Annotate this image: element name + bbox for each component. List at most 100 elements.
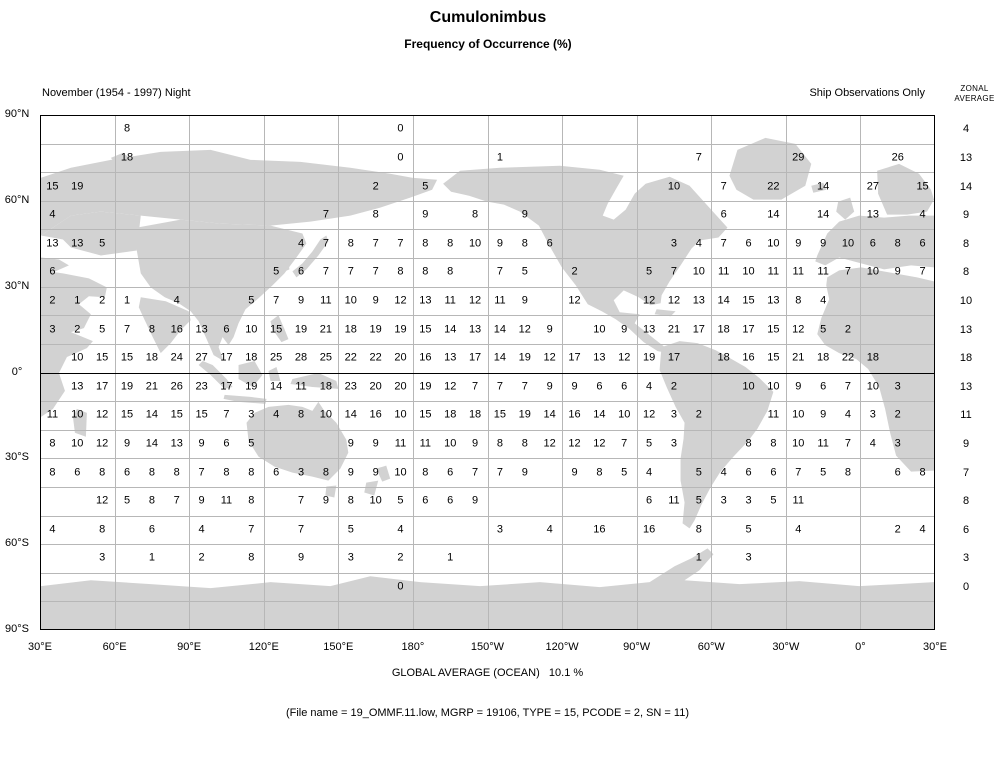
grid-cell-value: 7 [322,237,329,250]
grid-cell-value: 7 [223,408,230,421]
land-polygon [246,401,349,481]
grid-cell-value: 14 [767,208,780,221]
land-polygon [376,465,391,482]
grid-cell-value: 3 [745,494,752,507]
grid-cell-value: 8 [447,265,454,278]
grid-cell-value: 7 [621,437,628,450]
grid-cell-value: 6 [546,237,553,250]
grid-cell-value: 10 [71,351,84,364]
grid-cell-value: 8 [472,208,479,221]
grid-line-vertical [189,116,190,629]
grid-cell-value: 15 [916,180,929,193]
grid-cell-value: 9 [372,437,379,450]
grid-cell-value: 4 [820,294,827,307]
grid-cell-value: 7 [372,237,379,250]
grid-cell-value: 20 [369,380,382,393]
grid-cell-value: 11 [817,437,829,450]
zonal-average-value: 8 [962,495,970,508]
grid-cell-value: 8 [123,122,131,135]
grid-cell-value: 13 [767,294,780,307]
grid-cell-value: 5 [99,323,106,336]
grid-cell-value: 12 [518,323,531,336]
grid-cell-value: 12 [96,437,109,450]
grid-line-horizontal [41,229,934,230]
longitude-label: 90°W [623,641,651,653]
grid-cell-value: 11 [46,408,59,421]
grid-cell-value: 22 [344,351,357,364]
grid-line-vertical [637,116,638,629]
grid-cell-value: 10 [71,408,84,421]
grid-cell-value: 8 [148,466,155,479]
grid-cell-value: 2 [198,551,205,564]
grid-cell-value: 6 [273,466,280,479]
grid-cell-value: 9 [571,380,578,393]
grid-cell-value: 12 [642,408,656,421]
grid-cell-value: 14 [270,380,283,393]
grid-cell-value: 3 [347,551,354,564]
grid-cell-value: 13 [642,323,656,336]
grid-cell-value: 8 [322,466,329,479]
latitude-label: 90°S [5,623,29,635]
longitude-label: 30°E [28,641,52,653]
grid-cell-value: 1 [74,294,81,307]
land-polygon [292,235,329,278]
grid-cell-value: 12 [593,437,606,450]
grid-cell-value: 5 [646,265,653,278]
grid-cell-value: 7 [844,437,852,450]
grid-cell-value: 8 [422,265,429,278]
grid-cell-value: 9 [372,466,379,479]
grid-cell-value: 12 [792,323,805,336]
grid-cell-value: 9 [322,494,329,507]
global-average-label: GLOBAL AVERAGE (OCEAN) 10.1 % [391,667,584,679]
land-polygon [41,257,69,273]
grid-cell-value: 9 [571,466,578,479]
grid-cell-value: 15 [767,351,780,364]
grid-cell-value: 13 [195,323,208,336]
grid-cell-value: 9 [795,237,802,250]
grid-cell-value: 3 [745,551,752,564]
grid-cell-value: 10 [344,294,357,307]
grid-line-horizontal [41,344,934,345]
grid-cell-value: 17 [220,380,233,393]
grid-cell-value: 2 [49,294,56,307]
grid-cell-value: 4 [919,523,926,536]
grid-cell-value: 13 [468,323,482,336]
grid-line-horizontal [41,315,934,316]
grid-cell-value: 15 [195,408,208,421]
grid-cell-value: 0 [397,151,404,164]
grid-cell-value: 3 [496,523,503,536]
grid-cell-value: 6 [447,466,454,479]
grid-cell-value: 13 [692,294,705,307]
grid-cell-value: 7 [248,523,255,536]
grid-cell-value: 14 [444,323,457,336]
grid-cell-value: 14 [493,323,507,336]
grid-cell-value: 12 [543,351,556,364]
zonal-header-line1: ZONAL [960,84,989,93]
grid-cell-value: 18 [120,151,134,164]
grid-cell-value: 22 [369,351,382,364]
grid-cell-value: 7 [372,265,379,278]
grid-cell-value: 15 [96,351,109,364]
grid-cell-value: 8 [148,494,155,507]
grid-cell-value: 6 [123,466,131,479]
grid-cell-value: 18 [145,351,158,364]
grid-cell-value: 7 [919,265,926,278]
grid-cell-value: 11 [320,294,332,307]
grid-line-horizontal [41,601,934,602]
grid-cell-value: 8 [422,237,429,250]
grid-cell-value: 0 [397,122,404,135]
grid-cell-value: 7 [695,151,702,164]
grid-cell-value: 10 [444,437,457,450]
grid-line-horizontal [41,144,934,145]
grid-cell-value: 8 [49,466,56,479]
grid-cell-value: 8 [248,466,255,479]
land-polygon [223,394,267,404]
grid-cell-value: 5 [422,180,429,193]
grid-cell-value: 14 [145,437,158,450]
grid-cell-value: 10 [245,323,258,336]
grid-line-horizontal [41,430,934,431]
grid-cell-value: 14 [593,408,606,421]
grid-cell-value: 9 [297,294,305,307]
grid-cell-value: 9 [496,237,503,250]
grid-cell-value: 6 [422,494,429,507]
